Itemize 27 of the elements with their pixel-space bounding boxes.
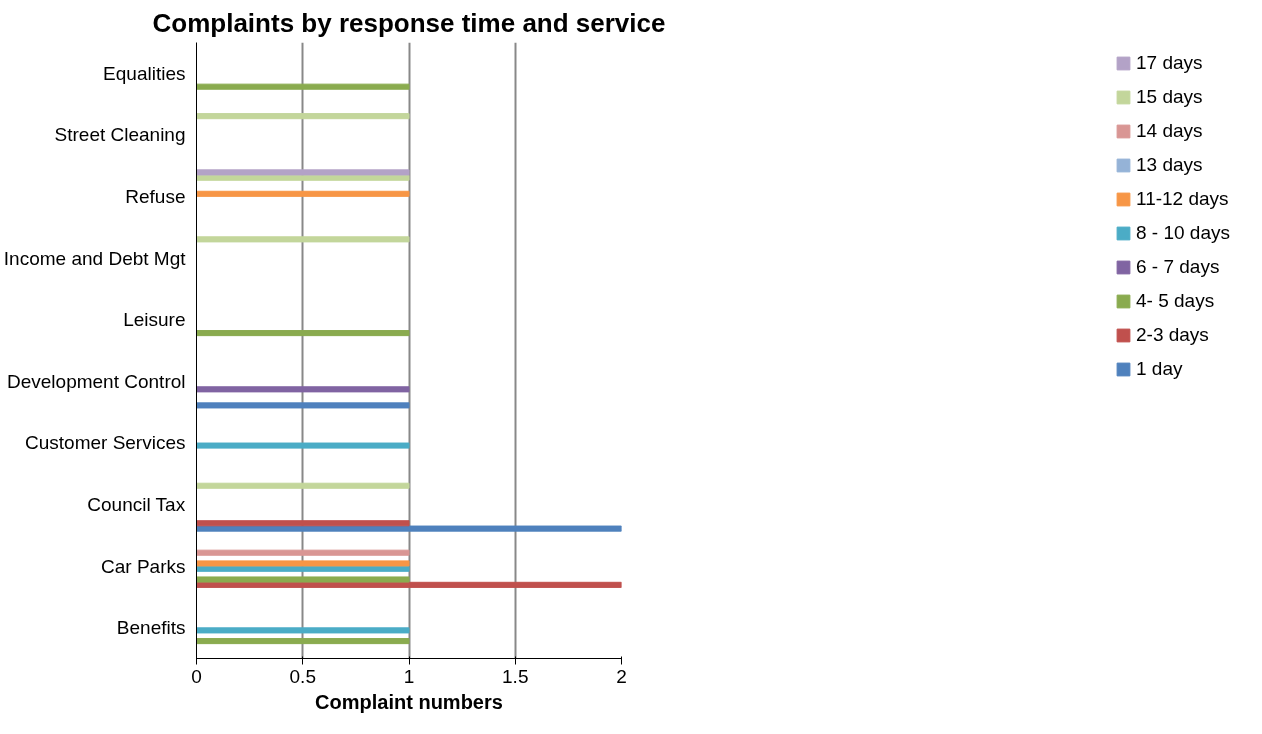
x-tick-label: 0 bbox=[191, 665, 202, 687]
x-tick-label: 0.5 bbox=[289, 665, 316, 687]
x-tick-label: 1.5 bbox=[502, 665, 529, 687]
x-tick-label: 1 bbox=[403, 665, 415, 687]
chart-title: Complaints by response time and service bbox=[152, 7, 666, 38]
legend-label: 8 - 10 days bbox=[1136, 222, 1230, 244]
y-tick-label: Equalities bbox=[103, 62, 186, 84]
legend-label: 14 days bbox=[1136, 120, 1203, 142]
legend-label: 4- 5 days bbox=[1136, 290, 1215, 312]
legend-label: 11-12 days bbox=[1136, 188, 1229, 210]
legend-label: 2-3 days bbox=[1136, 324, 1209, 346]
y-tick-label: Benefits bbox=[116, 617, 186, 639]
x-tick-label: 2 bbox=[616, 665, 627, 687]
y-tick-label: Leisure bbox=[123, 309, 186, 331]
legend-label: 17 days bbox=[1136, 52, 1203, 74]
y-tick-label: Council Tax bbox=[87, 494, 186, 515]
legend-label: 13 days bbox=[1136, 154, 1203, 176]
y-tick-label: Car Parks bbox=[101, 555, 186, 577]
legend-label: 6 - 7 days bbox=[1136, 256, 1220, 278]
legend-label: 15 days bbox=[1136, 86, 1203, 108]
y-tick-label: Income and Debt Mgt bbox=[3, 247, 187, 269]
y-tick-label: Refuse bbox=[125, 186, 186, 207]
y-tick-label: Customer Services bbox=[25, 432, 186, 454]
y-tick-label: Development Control bbox=[7, 370, 186, 392]
legend-label: 1 day bbox=[1136, 358, 1183, 380]
y-tick-label: Street Cleaning bbox=[54, 124, 186, 146]
x-axis-title: Complaint numbers bbox=[315, 690, 503, 713]
